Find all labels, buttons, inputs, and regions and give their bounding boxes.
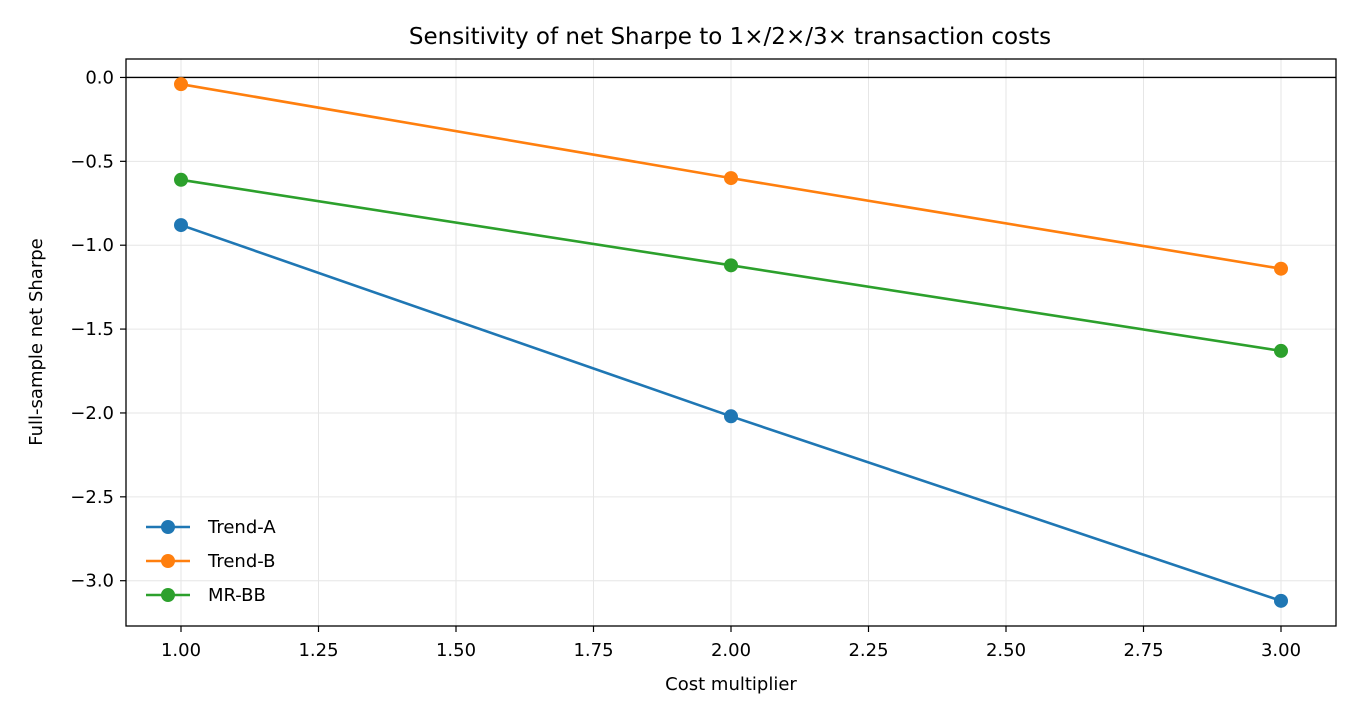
series-mr-bb <box>174 172 1288 358</box>
data-point <box>1274 343 1288 358</box>
legend-swatch-marker <box>161 520 175 534</box>
series-trend-a <box>174 218 1288 608</box>
data-point <box>174 172 188 187</box>
data-point <box>1274 593 1288 608</box>
y-tick-label: −2.5 <box>70 487 114 508</box>
x-tick-label: 2.25 <box>848 640 888 661</box>
x-tick-label: 1.75 <box>573 640 613 661</box>
series-layer <box>174 77 1288 608</box>
y-tick-label: −1.0 <box>70 235 114 256</box>
y-tick-label: −1.5 <box>70 319 114 340</box>
data-point <box>1274 261 1288 276</box>
x-tick-label: 1.25 <box>298 640 338 661</box>
series-trend-b <box>174 77 1288 276</box>
data-point <box>174 218 188 233</box>
data-point <box>724 171 738 186</box>
legend-entry: Trend-A <box>146 517 276 538</box>
legend-swatch-marker <box>161 588 175 602</box>
chart-title: Sensitivity of net Sharpe to 1×/2×/3× tr… <box>409 24 1051 50</box>
y-axis-ticks: 0.0 −0.5 −1.0 −1.5 −2.0 −2.5 −3.0 <box>70 67 126 592</box>
legend-entry: Trend-B <box>146 551 275 572</box>
legend-swatch-marker <box>161 554 175 568</box>
y-tick-label: −3.0 <box>70 571 114 592</box>
y-tick-label: −2.0 <box>70 403 114 424</box>
data-point <box>724 258 738 273</box>
x-tick-label: 1.00 <box>161 640 201 661</box>
y-axis-label: Full-sample net Sharpe <box>26 238 47 445</box>
x-axis-label: Cost multiplier <box>665 674 797 695</box>
grid <box>126 59 1336 626</box>
x-tick-label: 2.75 <box>1123 640 1163 661</box>
x-tick-label: 1.50 <box>436 640 476 661</box>
x-tick-label: 3.00 <box>1261 640 1301 661</box>
x-axis-ticks: 1.00 1.25 1.50 1.75 2.00 2.25 2.50 2.75 3.00 <box>161 626 1301 661</box>
legend-label: MR-BB <box>208 585 266 606</box>
x-tick-label: 2.00 <box>711 640 751 661</box>
legend-entry: MR-BB <box>146 585 266 606</box>
legend-label: Trend-A <box>207 517 276 538</box>
legend-label: Trend-B <box>207 551 275 572</box>
y-tick-label: 0.0 <box>85 67 114 88</box>
y-tick-label: −0.5 <box>70 151 114 172</box>
data-point <box>724 409 738 424</box>
x-tick-label: 2.50 <box>986 640 1026 661</box>
data-point <box>174 77 188 92</box>
legend: Trend-A Trend-B MR-BB <box>146 517 276 606</box>
